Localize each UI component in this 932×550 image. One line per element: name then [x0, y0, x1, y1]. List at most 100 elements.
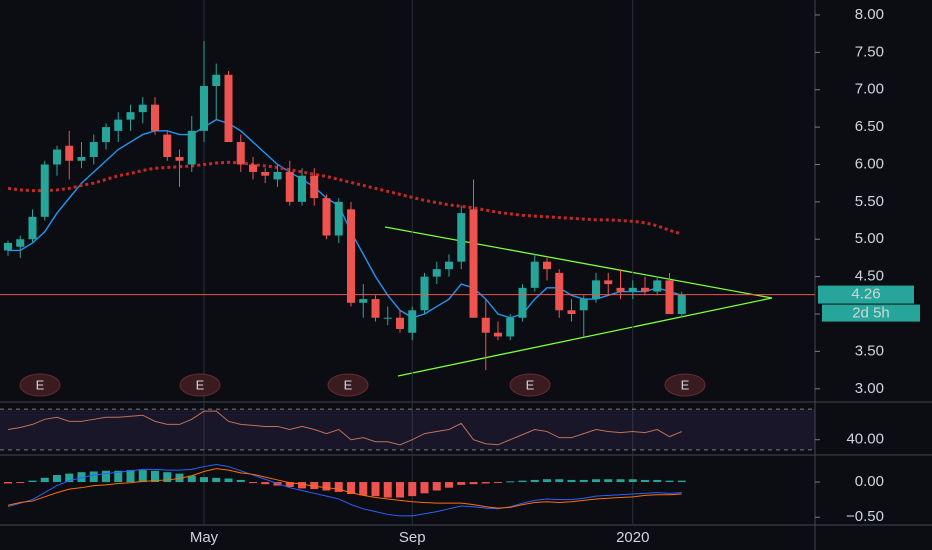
line [7, 160, 683, 236]
candle-body [298, 175, 306, 202]
candle-body [163, 134, 172, 158]
macd-bar [555, 479, 564, 483]
earnings-label: E [36, 377, 45, 392]
y-tick-label: 3.50 [855, 342, 884, 359]
candle-body [628, 287, 637, 292]
candle-body [40, 164, 49, 217]
macd-bar [89, 471, 98, 483]
macd-bar [628, 479, 637, 483]
candle-body [212, 74, 221, 86]
candle-body [89, 142, 98, 158]
candle-body [261, 171, 270, 176]
macd-bar [518, 480, 527, 483]
y-tick-label: 7.50 [855, 43, 884, 60]
x-tick-label: May [190, 529, 219, 546]
y-tick-label: 5.50 [855, 193, 884, 210]
y-tick-label: 3.00 [855, 380, 884, 397]
last-price-box [818, 285, 914, 304]
macd-bar [457, 482, 466, 485]
macd-bar [310, 482, 319, 490]
macd-bar [420, 482, 429, 494]
candle-body [249, 164, 257, 172]
macd-bar [604, 479, 613, 483]
earnings-marker [179, 373, 221, 397]
candle-body [102, 127, 110, 143]
last-price-label: 4.26 [851, 286, 880, 303]
macd-bar [322, 482, 331, 491]
candle-body [53, 149, 61, 165]
macd-bar [298, 482, 306, 489]
candle-body [457, 213, 466, 262]
candle-body [653, 280, 662, 292]
macd-bar [641, 479, 649, 483]
macd-bar [432, 482, 441, 491]
candle-body [371, 299, 380, 318]
macd-bar [126, 470, 135, 483]
rsi-band [0, 409, 815, 450]
candle-body [334, 201, 343, 236]
macd-bar [53, 475, 61, 483]
candle-body [285, 171, 294, 202]
line [7, 410, 682, 446]
earnings-marker [19, 373, 61, 397]
candle-body [530, 261, 539, 288]
y-tick-label: 6.00 [855, 155, 884, 172]
candle-body [65, 145, 74, 161]
earnings-label: E [344, 377, 353, 392]
macd-bar [396, 482, 404, 498]
macd-bar [506, 481, 515, 483]
earnings-label: E [196, 377, 205, 392]
macd-bar [175, 473, 184, 483]
candle-body [469, 209, 478, 318]
candle-body [359, 299, 368, 303]
macd-bar [285, 482, 294, 487]
line [7, 463, 682, 517]
candle-body [187, 130, 196, 165]
y-tick-label: 40.00 [846, 431, 884, 448]
countdown-box [822, 304, 920, 322]
macd-bar [371, 482, 380, 497]
macd-bar [408, 482, 417, 497]
earnings-marker [509, 373, 551, 397]
candle-body [579, 299, 588, 311]
candle-body [567, 310, 576, 315]
earnings-marker [664, 373, 706, 397]
macd-bar [114, 470, 123, 483]
earnings-label: E [526, 377, 535, 392]
candle-body [77, 157, 86, 161]
macd-bar [543, 479, 551, 483]
macd-bar [102, 470, 110, 483]
candle-body [224, 74, 233, 143]
macd-bar [347, 482, 355, 495]
x-tick-label: 2020 [616, 529, 649, 546]
macd-bar [383, 482, 392, 498]
candle-body [494, 332, 502, 337]
macd-bar [224, 478, 233, 483]
candle-body [592, 280, 600, 300]
y-tick-label: 4.50 [855, 268, 884, 285]
candle-body [310, 175, 319, 199]
y-tick-label: 5.00 [855, 230, 884, 247]
candle-body [383, 317, 392, 319]
trendline-lower [397, 297, 773, 377]
candle-body [543, 261, 551, 270]
macd-bar [579, 479, 588, 483]
y-tick-label: 0.00 [855, 473, 884, 490]
macd-bar [359, 482, 368, 496]
x-tick-label: Sep [399, 529, 426, 546]
countdown-label: 2d 5h [852, 305, 890, 322]
candle-body [114, 119, 123, 131]
candle-body [347, 209, 355, 303]
candle-body [555, 272, 564, 311]
candle-body [126, 112, 135, 120]
macd-bar [481, 482, 490, 484]
earnings-marker [327, 373, 369, 397]
macd-bar [77, 472, 86, 483]
y-tick-label: 8.00 [855, 6, 884, 23]
candle-body [604, 280, 613, 285]
macd-bar [616, 479, 625, 483]
macd-bar [653, 479, 662, 483]
